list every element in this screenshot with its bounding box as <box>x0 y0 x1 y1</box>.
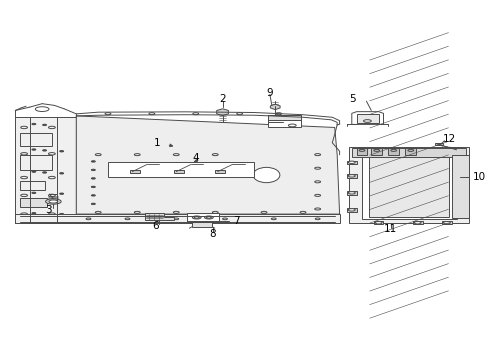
Polygon shape <box>352 112 384 125</box>
Circle shape <box>43 124 47 126</box>
Circle shape <box>32 123 36 125</box>
Circle shape <box>92 203 95 204</box>
Circle shape <box>60 150 64 152</box>
Circle shape <box>92 186 95 188</box>
Circle shape <box>60 193 64 194</box>
Bar <box>349 147 469 224</box>
Circle shape <box>32 212 36 214</box>
Circle shape <box>46 199 61 204</box>
Polygon shape <box>217 109 228 116</box>
Circle shape <box>32 149 36 150</box>
Bar <box>435 143 443 145</box>
Circle shape <box>35 107 49 112</box>
Bar <box>347 208 357 212</box>
Bar <box>369 154 449 217</box>
Circle shape <box>348 161 355 163</box>
Circle shape <box>195 217 199 218</box>
Bar <box>357 114 379 123</box>
Bar <box>20 181 45 190</box>
Bar <box>347 161 357 164</box>
Bar <box>371 148 382 155</box>
Bar <box>187 213 219 222</box>
Text: 3: 3 <box>45 205 52 215</box>
Circle shape <box>92 195 95 196</box>
Circle shape <box>43 172 47 173</box>
Circle shape <box>375 221 382 224</box>
Bar <box>215 170 225 173</box>
Text: 11: 11 <box>384 224 397 234</box>
Bar <box>362 151 457 219</box>
Text: 6: 6 <box>152 221 159 231</box>
Polygon shape <box>15 117 76 224</box>
Circle shape <box>193 216 201 219</box>
Circle shape <box>60 213 64 215</box>
Bar <box>413 221 422 224</box>
Bar <box>268 115 301 127</box>
Bar <box>130 170 140 173</box>
Text: 8: 8 <box>210 229 216 239</box>
Polygon shape <box>270 104 280 110</box>
Circle shape <box>60 173 64 174</box>
Bar <box>357 148 368 155</box>
Circle shape <box>32 192 36 194</box>
Text: 7: 7 <box>233 216 240 226</box>
Circle shape <box>348 175 355 177</box>
Circle shape <box>43 150 47 151</box>
Bar <box>20 132 52 146</box>
Circle shape <box>92 169 95 171</box>
Circle shape <box>32 171 36 172</box>
Bar <box>389 148 399 155</box>
Bar <box>347 174 357 177</box>
Bar <box>452 156 469 218</box>
Circle shape <box>92 161 95 162</box>
Text: 4: 4 <box>193 153 199 163</box>
Circle shape <box>206 217 211 218</box>
Circle shape <box>443 221 450 224</box>
Bar <box>174 170 184 173</box>
Polygon shape <box>76 116 340 214</box>
Bar <box>347 191 357 194</box>
Circle shape <box>348 209 355 211</box>
Bar <box>442 221 452 224</box>
Bar <box>20 155 52 170</box>
Bar <box>352 148 466 157</box>
Text: 5: 5 <box>349 94 356 104</box>
Polygon shape <box>145 213 174 220</box>
Bar <box>15 214 340 224</box>
Bar <box>108 162 254 177</box>
Text: 9: 9 <box>267 87 273 98</box>
Text: 2: 2 <box>219 94 226 104</box>
Circle shape <box>204 216 213 219</box>
Bar <box>405 148 416 155</box>
Circle shape <box>92 178 95 179</box>
Circle shape <box>414 221 421 224</box>
Circle shape <box>49 200 58 203</box>
Text: 10: 10 <box>473 172 486 182</box>
Text: 1: 1 <box>153 138 160 148</box>
Bar <box>374 221 384 224</box>
Text: 12: 12 <box>442 134 456 144</box>
Ellipse shape <box>253 167 280 183</box>
Circle shape <box>348 192 355 194</box>
Bar <box>20 198 47 207</box>
Bar <box>268 115 301 120</box>
Bar <box>192 222 212 227</box>
